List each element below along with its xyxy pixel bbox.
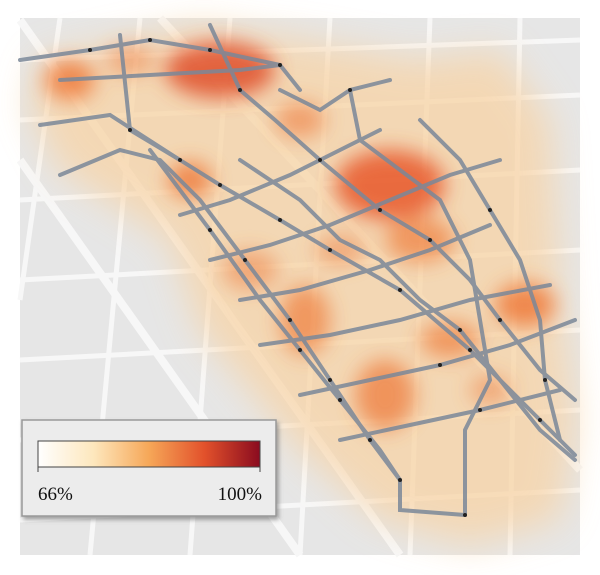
- legend-max-label: 100%: [218, 484, 263, 505]
- legend: 66% 100%: [21, 419, 277, 517]
- legend-min-label: 66%: [38, 484, 73, 505]
- road-network: [18, 23, 577, 517]
- road-nodes: [88, 38, 547, 517]
- legend-box: [21, 419, 277, 517]
- color-ramp: [37, 440, 261, 468]
